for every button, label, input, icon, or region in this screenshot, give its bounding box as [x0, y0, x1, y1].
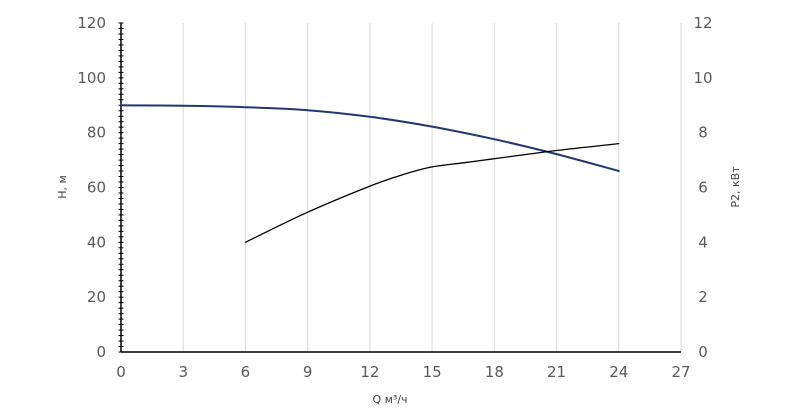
right-y-tick-label: 8 [698, 124, 708, 142]
x-tick-label: 27 [671, 363, 690, 381]
power-curve-line [244, 142, 620, 243]
axes [120, 23, 681, 353]
right-y-tick-label: 4 [698, 233, 708, 251]
right-y-tick-label: 10 [693, 69, 712, 87]
x-tick-label: 15 [423, 363, 442, 381]
left-y-tick-label: 120 [77, 14, 106, 32]
left-y-axis-title: H, м [56, 175, 69, 199]
right-y-axis-title: P2, кВт [729, 166, 742, 208]
head-curve-line [120, 104, 620, 172]
x-tick-label: 18 [485, 363, 504, 381]
x-tick-label: 6 [241, 363, 251, 381]
left-y-tick-label: 40 [87, 233, 106, 251]
left-axis-minor-ticks [118, 22, 124, 353]
right-y-tick-label: 12 [693, 14, 712, 32]
grid-lines [182, 23, 682, 352]
left-y-tick-label: 20 [87, 288, 106, 306]
right-y-tick-label: 6 [698, 179, 708, 197]
left-y-tick-label: 0 [96, 343, 106, 361]
left-y-tick-label: 80 [87, 124, 106, 142]
x-tick-label: 0 [116, 363, 126, 381]
x-tick-label: 12 [360, 363, 379, 381]
x-tick-label: 9 [303, 363, 313, 381]
left-y-tick-label: 60 [87, 179, 106, 197]
x-tick-label: 21 [547, 363, 566, 381]
left-y-tick-label: 100 [77, 69, 106, 87]
x-tick-label: 3 [178, 363, 188, 381]
x-axis-title: Q м³/ч [372, 393, 407, 406]
right-y-tick-label: 0 [698, 343, 708, 361]
series [120, 104, 620, 243]
right-y-tick-label: 2 [698, 288, 708, 306]
x-tick-label: 24 [609, 363, 628, 381]
